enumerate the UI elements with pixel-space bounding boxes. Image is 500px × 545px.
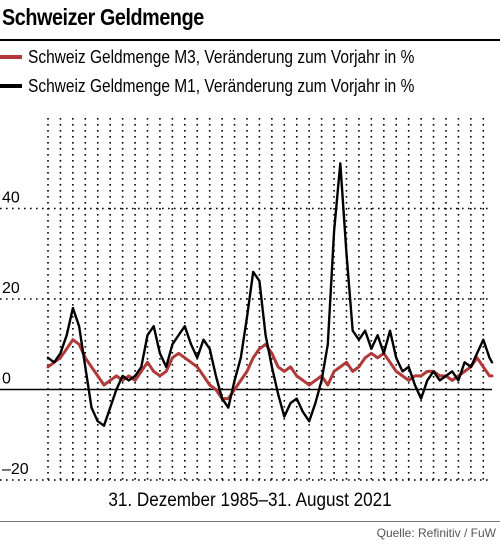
line-chart: –20 0 20 40 [0, 118, 494, 481]
footer-rule [0, 521, 500, 522]
legend-item-m3: Schweiz Geldmenge M3, Veränderung zum Vo… [0, 44, 477, 70]
legend-label-m1: Schweiz Geldmenge M1, Veränderung zum Vo… [28, 75, 415, 96]
legend-swatch-m3 [0, 55, 22, 59]
title-rule [0, 39, 500, 41]
grid-lines [0, 118, 492, 481]
y-tick-label: –20 [2, 461, 29, 478]
series-line-m1 [46, 162, 494, 427]
chart-title: Schweizer Geldmenge [2, 4, 204, 30]
y-axis-ticks: –20 0 20 40 [2, 190, 29, 479]
y-tick-label: 40 [2, 190, 20, 207]
y-tick-label: 20 [2, 280, 20, 297]
series-line-m3 [46, 338, 494, 401]
legend-label-m3: Schweiz Geldmenge M3, Veränderung zum Vo… [28, 46, 415, 67]
source-label: Quelle: Refinitiv / FuW [376, 526, 496, 540]
y-tick-label: 0 [2, 371, 11, 388]
chart-series [46, 162, 494, 427]
date-range-label: 31. Dezember 1985–31. August 2021 [108, 490, 392, 511]
legend-item-m1: Schweiz Geldmenge M1, Veränderung zum Vo… [0, 73, 477, 99]
legend-swatch-m1 [0, 84, 22, 88]
